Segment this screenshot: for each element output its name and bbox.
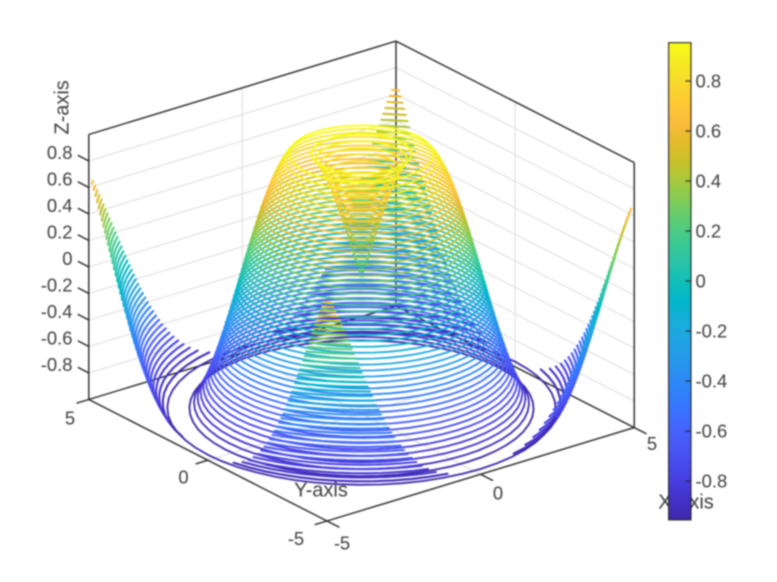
svg-text:0.2: 0.2 (696, 220, 722, 241)
svg-text:0.4: 0.4 (696, 170, 722, 191)
svg-text:-0.2: -0.2 (41, 274, 73, 295)
svg-text:0.8: 0.8 (696, 70, 722, 91)
svg-text:-5: -5 (288, 528, 304, 549)
svg-text:Y-axis: Y-axis (294, 479, 348, 501)
svg-text:0: 0 (62, 248, 72, 269)
svg-text:-0.8: -0.8 (41, 354, 73, 375)
svg-text:-0.4: -0.4 (696, 371, 728, 392)
svg-text:0: 0 (178, 466, 188, 487)
svg-text:0.2: 0.2 (47, 221, 73, 242)
svg-text:-0.6: -0.6 (696, 421, 728, 442)
svg-text:0.6: 0.6 (696, 120, 722, 141)
svg-text:0.8: 0.8 (47, 142, 73, 163)
svg-text:0.6: 0.6 (47, 168, 73, 189)
svg-text:-0.6: -0.6 (41, 327, 73, 348)
svg-text:-0.2: -0.2 (696, 321, 728, 342)
svg-text:5: 5 (65, 407, 75, 428)
svg-text:-0.8: -0.8 (696, 471, 728, 492)
svg-text:5: 5 (647, 433, 657, 454)
svg-text:0.4: 0.4 (47, 195, 73, 216)
svg-text:Z-axis: Z-axis (52, 80, 74, 134)
svg-text:0: 0 (493, 482, 503, 503)
svg-text:0: 0 (696, 270, 706, 291)
svg-text:-5: -5 (334, 532, 350, 553)
svg-text:-0.4: -0.4 (41, 301, 73, 322)
